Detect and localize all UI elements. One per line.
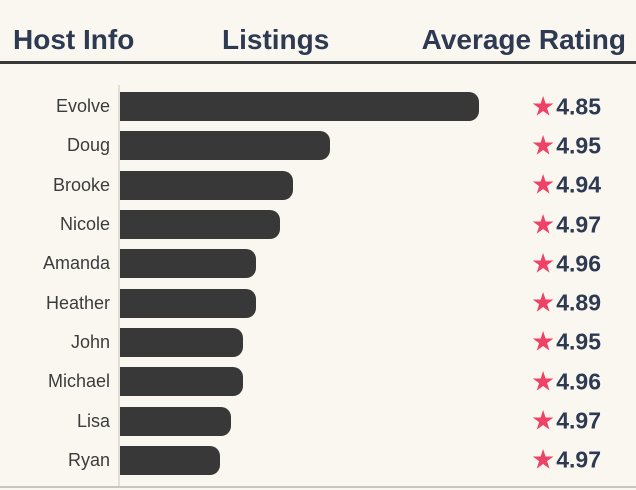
- table-row: Nicole ★ 4.97: [0, 205, 636, 244]
- chart-rows: Evolve ★ 4.85 Doug ★ 4.95 Brooke ★ 4.94 …: [0, 87, 636, 480]
- rating-value: 4.97: [556, 446, 601, 473]
- table-row: John ★ 4.95: [0, 323, 636, 362]
- rating-value: 4.94: [556, 171, 601, 198]
- rating-value: 4.95: [556, 132, 601, 159]
- star-icon: ★: [531, 248, 556, 279]
- star-icon: ★: [531, 209, 556, 240]
- host-label: Lisa: [76, 410, 110, 431]
- bottom-divider: [0, 486, 636, 488]
- rating-group: ★ 4.95: [531, 132, 601, 159]
- host-label: Amanda: [42, 253, 110, 274]
- star-icon: ★: [531, 91, 556, 122]
- table-row: Amanda ★ 4.96: [0, 244, 636, 283]
- rating-value: 4.97: [556, 407, 601, 434]
- y-axis-line: [118, 85, 120, 486]
- table-row: Evolve ★ 4.85: [0, 87, 636, 126]
- listings-bar: [120, 249, 256, 279]
- table-row: Brooke ★ 4.94: [0, 166, 636, 205]
- listings-bar: [120, 288, 256, 318]
- rating-value: 4.89: [556, 289, 601, 316]
- rating-value: 4.96: [556, 250, 601, 277]
- rating-value: 4.97: [556, 211, 601, 238]
- column-header-listings: Listings: [222, 24, 330, 55]
- table-row: Doug ★ 4.95: [0, 126, 636, 165]
- star-icon: ★: [531, 287, 556, 318]
- star-icon: ★: [531, 405, 556, 436]
- rating-value: 4.85: [556, 93, 601, 120]
- table-row: Heather ★ 4.89: [0, 283, 636, 322]
- host-label: Heather: [45, 292, 110, 313]
- star-icon: ★: [531, 130, 556, 161]
- table-row: Michael ★ 4.96: [0, 362, 636, 401]
- host-label: Michael: [47, 371, 110, 392]
- host-label: Brooke: [52, 174, 110, 195]
- column-header-host-info: Host Info: [13, 24, 135, 55]
- host-label: Nicole: [59, 214, 110, 235]
- host-label: Ryan: [67, 449, 110, 470]
- listings-bar: [120, 406, 231, 436]
- listings-bar: [120, 327, 243, 357]
- listings-bar: [120, 92, 479, 122]
- rating-group: ★ 4.97: [531, 405, 601, 436]
- rating-value: 4.96: [556, 368, 601, 395]
- rating-group: ★ 4.89: [531, 287, 601, 318]
- rating-value: 4.95: [556, 328, 601, 355]
- header-divider: [0, 61, 636, 64]
- star-icon: ★: [531, 326, 556, 357]
- star-icon: ★: [531, 444, 556, 475]
- host-label: Doug: [66, 135, 110, 156]
- host-label: Evolve: [55, 96, 110, 117]
- table-row: Ryan ★ 4.97: [0, 441, 636, 480]
- listings-bar: [120, 445, 220, 475]
- rating-group: ★ 4.85: [531, 93, 601, 120]
- rating-group: ★ 4.97: [531, 211, 601, 238]
- star-icon: ★: [531, 169, 556, 200]
- rating-group: ★ 4.96: [531, 368, 601, 395]
- host-label: John: [70, 331, 110, 352]
- listings-bar: [120, 170, 293, 200]
- listings-bar: [120, 210, 280, 240]
- rating-group: ★ 4.95: [531, 326, 601, 357]
- table-row: Lisa ★ 4.97: [0, 401, 636, 440]
- rating-group: ★ 4.96: [531, 250, 601, 277]
- column-header-average-rating: Average Rating: [421, 24, 626, 55]
- rating-group: ★ 4.97: [531, 444, 601, 475]
- listings-bar: [120, 131, 330, 161]
- listings-bar: [120, 367, 243, 397]
- star-icon: ★: [531, 366, 556, 397]
- rating-group: ★ 4.94: [531, 169, 601, 200]
